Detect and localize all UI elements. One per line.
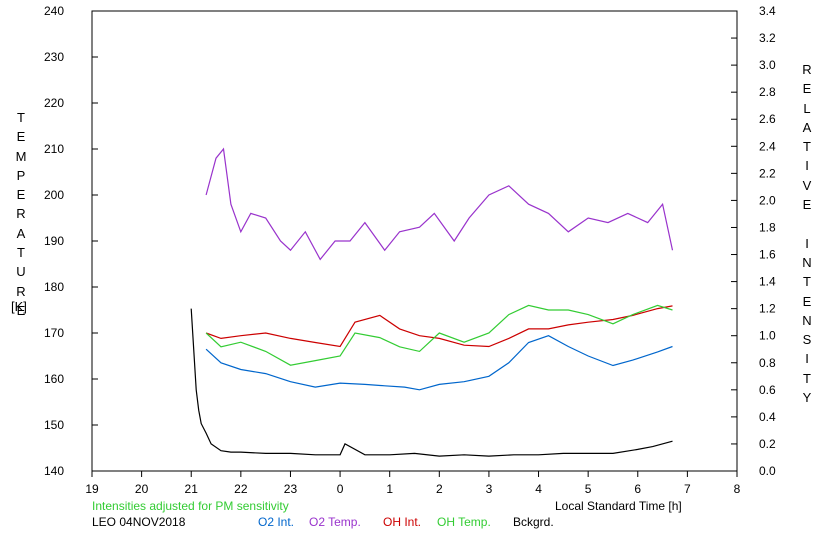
x-tick-label: 3	[486, 482, 493, 496]
x-axis-label: Local Standard Time [h]	[555, 499, 682, 513]
right-tick-label: 2.8	[759, 85, 776, 99]
left-tick-label: 160	[44, 372, 64, 386]
right-axis: 0.0 0.2 0.4 0.6 0.8 1.0 1.2 1.4 1.6 1.8 2.0 2.2 2.4 2…	[731, 4, 776, 478]
left-tick-label: 210	[44, 142, 64, 156]
right-tick-label: 0.0	[759, 464, 776, 478]
x-tick-label: 1	[386, 482, 393, 496]
right-tick-label: 2.4	[759, 139, 776, 153]
plot-frame	[91, 10, 738, 472]
left-tick-label: 150	[44, 418, 64, 432]
left-axis: 140 150 160 170 180 190 200 210 220 230 240	[44, 4, 98, 478]
left-tick-label: 240	[44, 4, 64, 18]
pm-sensitivity-note: Intensities adjusted for PM sensitivity	[92, 499, 289, 513]
right-tick-label: 1.4	[759, 275, 776, 289]
x-tick-label: 20	[135, 482, 149, 496]
left-tick-label: 200	[44, 188, 64, 202]
x-tick-label: 7	[684, 482, 691, 496]
x-tick-label: 5	[585, 482, 592, 496]
right-tick-label: 3.2	[759, 31, 776, 45]
right-tick-label: 0.2	[759, 437, 776, 451]
legend-o2-int: O2 Int.	[258, 515, 295, 529]
right-tick-label: 3.4	[759, 4, 776, 18]
x-tick-label: 4	[535, 482, 542, 496]
x-tick-label: 0	[337, 482, 344, 496]
station-date: LEO 04NOV2018	[92, 515, 186, 529]
series-line-bckgrd	[190, 308, 673, 457]
right-tick-label: 0.8	[759, 356, 776, 370]
legend-bckgrd: Bckgrd.	[513, 515, 554, 529]
left-tick-label: 230	[44, 50, 64, 64]
x-tick-label: 6	[634, 482, 641, 496]
right-tick-label: 2.2	[759, 166, 776, 180]
series-line-oh-temp	[205, 304, 673, 366]
left-tick-label: 220	[44, 96, 64, 110]
right-tick-label: 1.8	[759, 220, 776, 234]
series-line-o2-int	[205, 335, 673, 391]
x-tick-label: 22	[234, 482, 248, 496]
left-tick-label: 180	[44, 280, 64, 294]
left-axis-unit: [K]	[11, 299, 27, 314]
right-tick-label: 3.0	[759, 58, 776, 72]
legend-o2-temp: O2 Temp.	[309, 515, 361, 529]
right-tick-label: 0.6	[759, 383, 776, 397]
series-line-o2-temp	[205, 147, 674, 261]
x-tick-label: 21	[185, 482, 199, 496]
x-tick-label: 19	[85, 482, 99, 496]
right-tick-label: 1.2	[759, 302, 776, 316]
series-line-oh-int	[205, 305, 673, 348]
legend-oh-temp: OH Temp.	[437, 515, 491, 529]
x-tick-label: 2	[436, 482, 443, 496]
x-axis: 19 20 21 22 23 0 1 2 3 4 5 6 7 8	[85, 471, 741, 496]
legend-oh-int: OH Int.	[383, 515, 422, 529]
left-tick-label: 190	[44, 234, 64, 248]
right-tick-label: 1.0	[759, 329, 776, 343]
right-tick-label: 1.6	[759, 248, 776, 262]
x-tick-label: 8	[734, 482, 741, 496]
right-tick-label: 0.4	[759, 410, 776, 424]
left-tick-label: 170	[44, 326, 64, 340]
series-group	[190, 147, 674, 457]
x-tick-label: 23	[284, 482, 298, 496]
left-tick-label: 140	[44, 464, 64, 478]
right-tick-label: 2.6	[759, 112, 776, 126]
right-tick-label: 2.0	[759, 193, 776, 207]
